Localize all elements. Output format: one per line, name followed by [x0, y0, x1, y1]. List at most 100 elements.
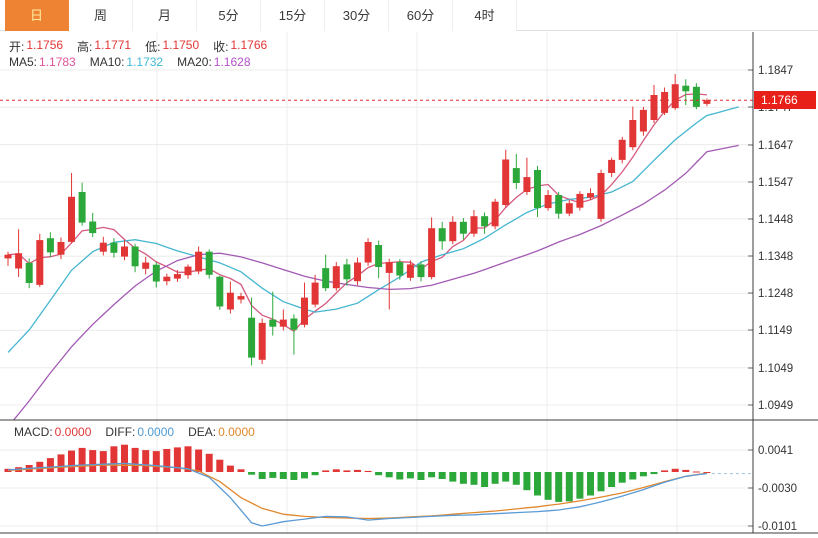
macd-bar — [68, 450, 75, 472]
candle-body — [57, 242, 65, 255]
macd-panel — [4, 444, 753, 527]
macd-bar — [78, 447, 86, 472]
macd-bar — [322, 470, 330, 472]
candle-body — [290, 318, 298, 330]
candle-body — [195, 251, 203, 272]
candle-body — [226, 292, 234, 310]
candle-body — [269, 319, 277, 327]
axis-labels: 1.18471.17471.16471.15471.14481.13481.12… — [748, 65, 797, 533]
candle-body — [618, 139, 626, 160]
candle-body — [89, 221, 97, 234]
candle-body — [301, 297, 308, 325]
macd-bar — [576, 472, 584, 499]
tab-30min[interactable]: 30分 — [325, 0, 389, 31]
macd-bar — [205, 453, 213, 472]
candle-body — [608, 159, 616, 173]
main-panel — [4, 74, 739, 420]
candle-body — [449, 221, 457, 242]
candle-body — [46, 238, 54, 253]
axis-label: -0.0101 — [758, 521, 797, 533]
candle-body — [682, 85, 690, 92]
macd-bar — [417, 472, 425, 480]
candle-body — [459, 221, 467, 234]
axis-label: 1.1348 — [758, 251, 793, 263]
candle-body — [68, 196, 75, 242]
ma5-value: MA5: 1.1783 — [9, 55, 76, 69]
macd-bar — [587, 472, 594, 496]
candle-body — [110, 242, 118, 253]
candle-body — [502, 159, 510, 205]
candle-body — [237, 296, 245, 300]
candle-body — [121, 246, 128, 257]
candle-body — [703, 100, 711, 104]
candle-body — [216, 276, 224, 307]
macd-bar — [491, 472, 499, 484]
candle-body — [322, 268, 330, 289]
candle-body — [639, 109, 647, 132]
macd-bar — [608, 472, 616, 487]
macd-bar — [131, 447, 139, 472]
macd-bar — [279, 472, 287, 479]
macd-bar — [301, 472, 308, 479]
diff-value: DIFF: 0.0000 — [105, 425, 175, 439]
tab-15min[interactable]: 15分 — [261, 0, 325, 31]
macd-bar — [290, 472, 298, 480]
macd-bar — [195, 449, 203, 472]
macd-bar — [311, 472, 319, 476]
macd-bar — [57, 454, 65, 472]
macd-bar — [226, 465, 234, 472]
tab-5min[interactable]: 5分 — [197, 0, 261, 31]
macd-bar — [269, 472, 277, 478]
macd-bar — [481, 472, 489, 487]
macd-bar — [597, 472, 605, 492]
tab-week[interactable]: 周 — [69, 0, 133, 31]
macd-bar — [406, 472, 414, 479]
open-value: 开: 1.1756 — [9, 38, 64, 54]
candle-body — [587, 193, 594, 198]
macd-bar — [375, 472, 383, 476]
tab-60min[interactable]: 60分 — [389, 0, 453, 31]
macd-bar — [449, 472, 457, 482]
tab-day[interactable]: 日 — [5, 0, 69, 31]
candle-body — [163, 276, 171, 282]
macd-bar — [470, 472, 478, 485]
macd-bar — [142, 450, 150, 472]
macd-bar — [502, 472, 510, 482]
macd-bar — [152, 451, 160, 472]
macd-bar — [692, 471, 700, 473]
candle-body — [248, 317, 256, 358]
macd-indicator-row: MACD: 0.0000 DIFF: 0.0000 DEA: 0.0000 — [14, 425, 269, 439]
candle-body — [555, 195, 563, 214]
macd-bar — [682, 469, 690, 472]
ma20-line — [12, 144, 739, 420]
tab-4hour[interactable]: 4时 — [453, 0, 517, 31]
period-tabbar: 日 周 月 5分 15分 30分 60分 4时 — [0, 0, 818, 31]
candle-body — [512, 168, 520, 183]
candle-body — [692, 86, 700, 107]
candle-body — [131, 246, 139, 267]
macd-value: MACD: 0.0000 — [14, 425, 92, 439]
macd-bar — [110, 446, 118, 472]
current-price-badge: 1.1766 — [754, 91, 816, 109]
candle-body — [491, 201, 499, 227]
candle-body — [152, 264, 160, 282]
macd-bar — [248, 472, 256, 475]
macd-bar — [258, 472, 266, 479]
tab-month[interactable]: 月 — [133, 0, 197, 31]
candle-body — [99, 242, 107, 252]
candle-body — [470, 216, 478, 234]
macd-bar — [385, 472, 393, 478]
macd-bar — [237, 469, 245, 472]
axis-label: 1.0949 — [758, 400, 793, 412]
candle-body — [332, 266, 340, 289]
candle-body — [661, 92, 669, 113]
macd-bar — [184, 446, 192, 472]
candlestick-series — [4, 74, 711, 366]
axis-label: 0.0041 — [758, 445, 793, 457]
ma20-value: MA20: 1.1628 — [177, 55, 251, 69]
dea-value: DEA: 0.0000 — [188, 425, 255, 439]
high-value: 高: 1.1771 — [77, 38, 132, 54]
ma10-value: MA10: 1.1732 — [89, 55, 164, 69]
macd-bar — [544, 472, 552, 500]
